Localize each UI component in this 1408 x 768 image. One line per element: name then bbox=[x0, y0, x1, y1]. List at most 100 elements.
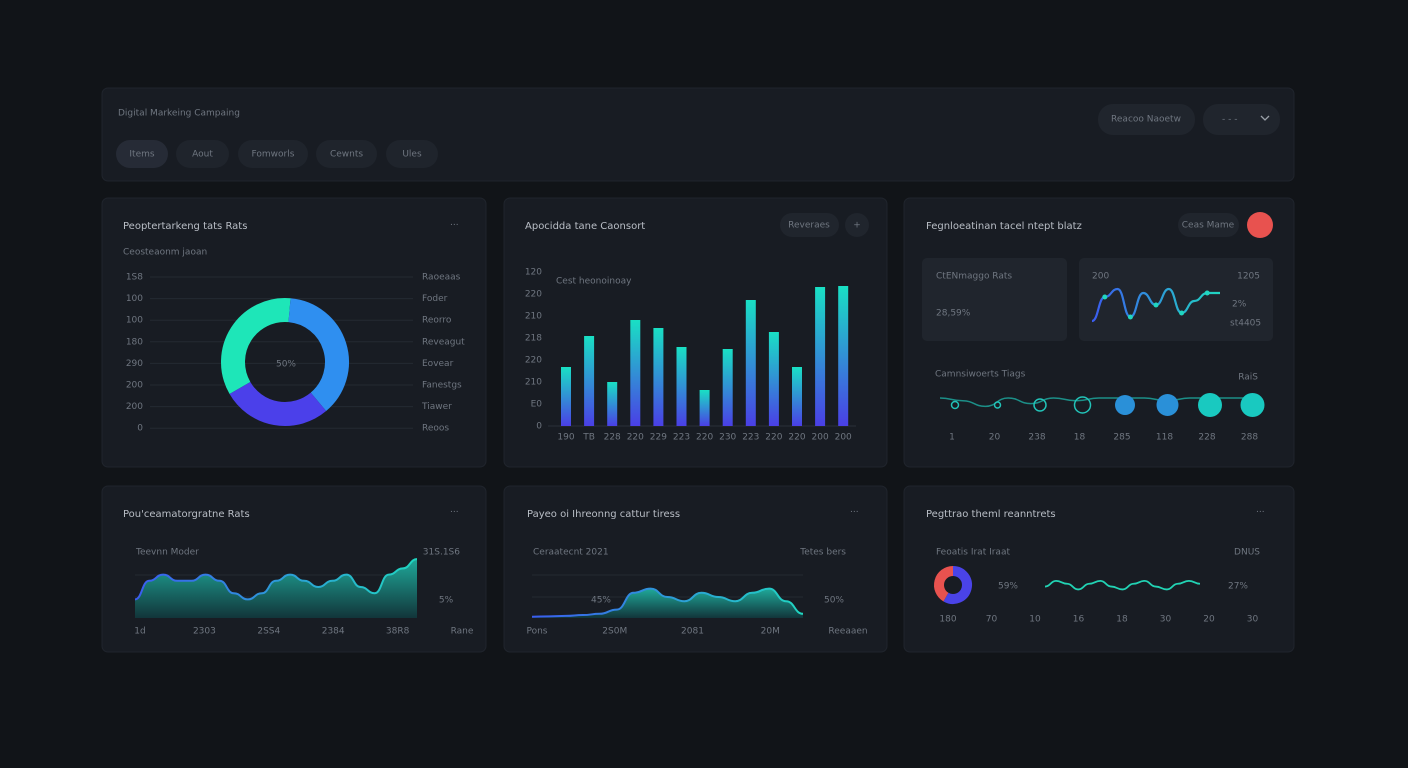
menu-dots[interactable]: ··· bbox=[1256, 508, 1265, 518]
tab[interactable] bbox=[116, 140, 168, 168]
panel bbox=[903, 485, 1295, 653]
donut-segment bbox=[221, 298, 291, 394]
x-label: 229 bbox=[650, 433, 667, 443]
x-label: 220 bbox=[765, 433, 782, 443]
spark-label: 200 bbox=[1092, 272, 1109, 282]
x-label: 16 bbox=[1073, 615, 1085, 625]
tab[interactable] bbox=[386, 140, 438, 168]
panel-title: Fegnloeatinan tacel ntept blatz bbox=[926, 221, 1082, 232]
y-label: 220 bbox=[525, 356, 542, 366]
x-label: 228 bbox=[1198, 433, 1215, 443]
bar bbox=[768, 332, 779, 426]
spark-dot bbox=[1102, 294, 1108, 300]
add-button[interactable] bbox=[845, 213, 869, 237]
x-label: 238 bbox=[1028, 433, 1045, 443]
x-label: 2S0M bbox=[602, 627, 627, 637]
x-label: 118 bbox=[1156, 433, 1173, 443]
x-label: 223 bbox=[673, 433, 690, 443]
spark-card bbox=[1079, 258, 1273, 341]
button-label: Reveraes bbox=[788, 221, 830, 231]
kpi-card bbox=[922, 258, 1067, 341]
y-label: 200 bbox=[126, 402, 143, 412]
x-label: 1 bbox=[949, 433, 955, 443]
mini-donut bbox=[943, 566, 972, 604]
area bbox=[532, 588, 803, 618]
x-label: 228 bbox=[604, 433, 621, 443]
y-label: 220 bbox=[525, 290, 542, 300]
spark-dot bbox=[1179, 310, 1185, 316]
button[interactable] bbox=[1178, 213, 1239, 237]
alert-button[interactable] bbox=[1247, 212, 1273, 238]
panel-title: Peoptertarkeng tats Rats bbox=[123, 221, 247, 232]
bar bbox=[722, 349, 733, 426]
bar bbox=[745, 300, 756, 426]
timeline-node bbox=[993, 401, 1002, 409]
bar bbox=[838, 286, 849, 426]
x-label: 2384 bbox=[322, 627, 345, 637]
tab[interactable] bbox=[316, 140, 377, 168]
bar bbox=[653, 328, 664, 426]
tab-label: Ules bbox=[402, 150, 422, 160]
y-label: 290 bbox=[126, 359, 143, 369]
x-label: 1d bbox=[134, 627, 145, 637]
x-label: 223 bbox=[742, 433, 759, 443]
x-label: 200 bbox=[835, 433, 852, 443]
menu-dots[interactable]: ··· bbox=[850, 508, 859, 518]
y-label: 218 bbox=[525, 334, 542, 344]
bar bbox=[815, 287, 826, 426]
y-label: E0 bbox=[531, 400, 543, 410]
subtitle: Cest heonoinoay bbox=[556, 277, 632, 287]
section-label: Camnsiwoerts Tiags bbox=[935, 370, 1026, 380]
tab-label: Items bbox=[129, 150, 154, 160]
y-label: 0 bbox=[536, 422, 542, 432]
donut-segment bbox=[287, 298, 349, 412]
chevron bbox=[1260, 115, 1270, 121]
x-label: 18 bbox=[1116, 615, 1128, 625]
x-label: 30 bbox=[1247, 615, 1259, 625]
kpi-label: CtENmaggo Rats bbox=[936, 272, 1012, 282]
x-label: 2SS4 bbox=[257, 627, 280, 637]
button[interactable] bbox=[1098, 104, 1195, 135]
y-label: 120 bbox=[525, 268, 542, 278]
timeline-node bbox=[1156, 394, 1179, 416]
x-label: 230 bbox=[719, 433, 736, 443]
x-label: Pons bbox=[526, 627, 547, 637]
dropdown[interactable] bbox=[1203, 104, 1280, 135]
spark-label: 1205 bbox=[1237, 272, 1260, 282]
chart-label: Feoatis Irat Iraat bbox=[936, 548, 1010, 558]
x-label: 2081 bbox=[681, 627, 704, 637]
x-label: 18 bbox=[1074, 433, 1086, 443]
x-label: 20M bbox=[761, 627, 780, 637]
x-label: 2303 bbox=[193, 627, 216, 637]
bar bbox=[630, 320, 641, 426]
x-label: 180 bbox=[939, 615, 956, 625]
legend-label: Reorro bbox=[422, 316, 452, 326]
x-label: 220 bbox=[788, 433, 805, 443]
button[interactable] bbox=[780, 213, 839, 237]
spark-dot bbox=[1204, 290, 1210, 296]
panel-title: Pou'ceamatorgratne Rats bbox=[123, 509, 250, 520]
x-label: 38R8 bbox=[386, 627, 410, 637]
x-label: Reeaaen bbox=[828, 627, 867, 637]
legend-label: Tiawer bbox=[421, 402, 452, 412]
tab[interactable] bbox=[238, 140, 308, 168]
menu-dots[interactable]: ··· bbox=[450, 221, 459, 231]
subtitle: Ceosteaonm jaoan bbox=[123, 248, 207, 258]
y-label: 1S8 bbox=[126, 273, 143, 283]
kpi-value: 28,59% bbox=[936, 309, 971, 319]
x-label: 200 bbox=[812, 433, 829, 443]
tab[interactable] bbox=[176, 140, 229, 168]
tab-label: Fomworls bbox=[252, 150, 295, 160]
y-label: 210 bbox=[525, 312, 542, 322]
panel-title: Apocidda tane Caonsort bbox=[525, 221, 645, 232]
spark-value: 2% bbox=[1232, 300, 1247, 310]
y-label: 180 bbox=[126, 337, 143, 347]
menu-dots[interactable]: ··· bbox=[450, 508, 459, 518]
y-label: 100 bbox=[126, 316, 143, 326]
x-label: TB bbox=[582, 433, 595, 443]
area-line bbox=[134, 558, 418, 601]
area-line bbox=[531, 587, 804, 618]
tab-label: Aout bbox=[192, 150, 213, 160]
